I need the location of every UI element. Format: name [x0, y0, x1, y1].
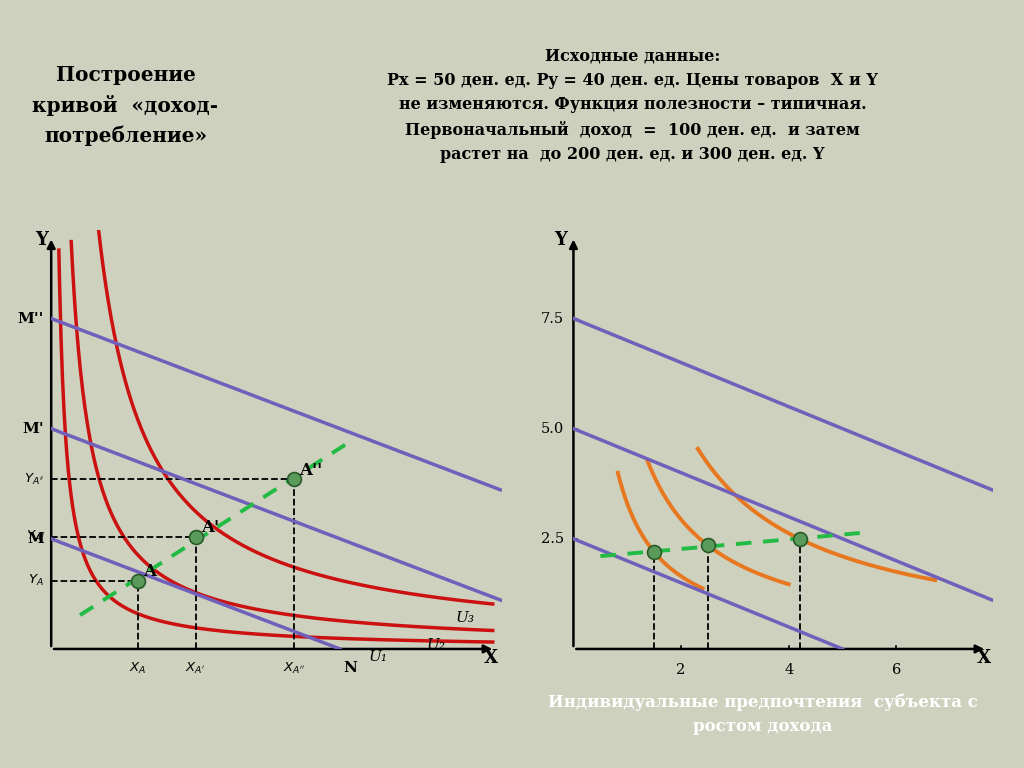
Text: A'': A'' [300, 462, 323, 479]
Text: 6: 6 [892, 663, 901, 677]
Text: 2.5: 2.5 [541, 531, 564, 546]
Text: U₂: U₂ [427, 638, 445, 652]
Text: U₁: U₁ [369, 650, 388, 664]
Text: $X_{A'}$: $X_{A'}$ [185, 661, 206, 677]
Text: Y: Y [555, 231, 567, 249]
Text: A': A' [202, 519, 219, 536]
Text: $Y_{A'}$: $Y_{A'}$ [26, 529, 44, 545]
Text: A: A [143, 563, 157, 581]
Text: 5.0: 5.0 [541, 422, 564, 435]
Text: Индивидуальные предпочтения  субъекта с
ростом дохода: Индивидуальные предпочтения субъекта с р… [548, 694, 978, 735]
Text: X: X [977, 649, 990, 667]
Text: M'': M'' [17, 312, 44, 326]
Text: $X_A$: $X_A$ [129, 661, 146, 677]
Text: Построение
кривой  «доход-
потребление»: Построение кривой «доход- потребление» [33, 65, 218, 147]
Text: $Y_{A''}$: $Y_{A''}$ [24, 472, 44, 487]
Text: N: N [343, 661, 356, 675]
Text: M': M' [23, 422, 44, 435]
Text: M: M [28, 531, 44, 546]
Text: 4: 4 [784, 663, 794, 677]
Text: 2: 2 [677, 663, 686, 677]
Text: U₃: U₃ [456, 611, 474, 625]
Text: Исходные данные:
Px = 50 ден. ед. Py = 40 ден. ед. Цены товаров  X и Y
не изменя: Исходные данные: Px = 50 ден. ед. Py = 4… [387, 48, 878, 163]
Text: 7.5: 7.5 [541, 312, 564, 326]
Text: $X_{A''}$: $X_{A''}$ [283, 661, 305, 677]
Text: Y: Y [35, 231, 48, 249]
Text: $Y_A$: $Y_A$ [29, 573, 44, 588]
Text: X: X [483, 649, 498, 667]
